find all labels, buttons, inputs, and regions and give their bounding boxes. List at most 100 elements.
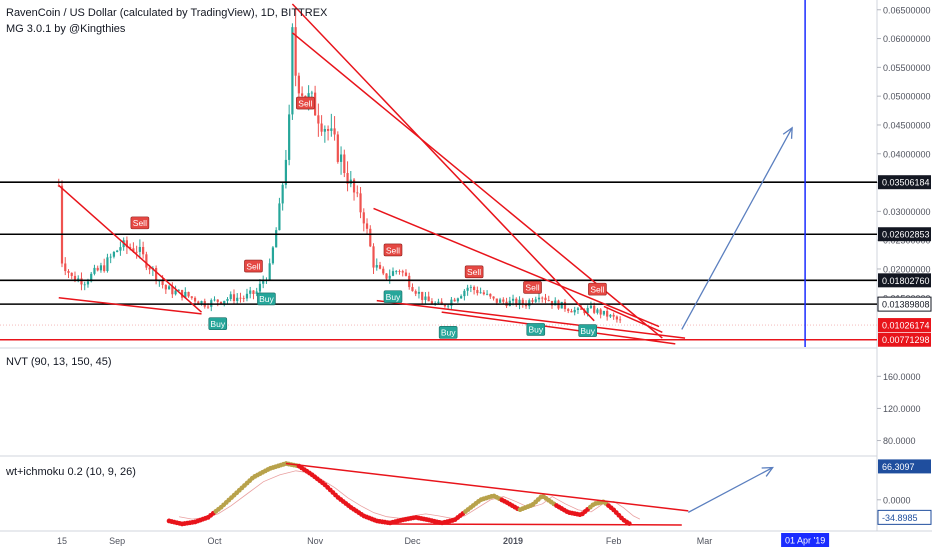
candle-body [524,303,528,307]
price-projection-arrow-head [782,126,793,139]
buy-signal-badge [578,324,597,337]
wt-ichimoku-line [179,470,641,520]
candle-body [567,309,570,312]
level-label-text: 0.01802760 [882,276,930,286]
y-tick-label: 0.05000000 [883,92,931,102]
candle-body [67,271,70,273]
wt-price-label-text: 66.3097 [882,462,915,472]
levels-layer [0,181,877,341]
candle-body [213,299,216,301]
candle-body [96,267,99,271]
candles-layer [57,7,622,324]
buy-signal-badge [257,292,276,306]
wt-price-label-text: -34.8985 [882,513,918,523]
candle-body [125,240,128,248]
candle-body [333,128,336,135]
candle-body [411,287,414,292]
red-price-label-text: 0.01026174 [882,321,930,331]
candle-body [576,308,580,310]
date-label-text: 01 Apr '19 [785,536,825,546]
candle-body [485,293,489,295]
x-tick-label: Sep [109,536,125,546]
grid-layer [0,0,932,532]
price-trendline [376,299,686,339]
candle-body [534,299,537,302]
candle-body [382,268,385,274]
candle-body [336,134,339,162]
sell-signal-badge [464,265,484,279]
candle-body [310,92,313,94]
candle-body [232,294,236,302]
candle-body [245,293,249,299]
candle-body [612,314,615,317]
candle-body [352,179,356,193]
candle-body [515,298,518,306]
x-tick-label: 15 [57,536,67,546]
level-label-box [877,296,932,312]
candle-body [359,193,362,213]
candle-body [388,275,391,279]
sell-signal-badge [130,216,150,230]
candle-body [86,281,90,285]
candle-body [398,271,401,272]
nvt-pane-label: NVT (90, 13, 150, 45) [6,356,112,368]
candle-body [502,299,505,302]
candle-body [580,308,583,310]
signal-label: Sell [298,98,312,108]
candle-body [197,301,200,304]
candle-body [498,299,502,303]
candle-body [281,184,284,204]
candle-body [473,286,476,291]
candle-body [511,298,515,301]
x-tick-label: Dec [404,536,421,546]
price-trendline [58,297,202,315]
level-label-box [878,175,931,190]
candle-body [346,172,349,184]
candle-body [531,300,534,302]
candle-body [482,292,485,295]
candle-body [119,247,122,251]
wt-price-label-box [878,459,931,474]
candle-body [174,290,177,295]
candle-body [550,300,554,306]
price-trendline [291,3,595,322]
candle-body [378,265,382,269]
candle-body [271,247,275,264]
price-trendline [441,311,676,345]
signal-label: Buy [580,326,595,336]
candle-body [541,297,544,299]
candle-body [385,273,388,279]
candle-body [109,256,112,258]
sell-signal-badge [523,281,542,294]
candle-body [453,299,456,302]
x-tick-label: Mar [697,536,713,546]
candle-body [427,296,430,302]
candle-body [537,297,541,300]
candle-body [239,297,242,299]
candle-body [180,289,184,298]
red-price-label-text: 0.00771298 [882,335,930,345]
x-tick-label: Nov [307,536,324,546]
wt-layer [166,461,774,527]
candle-body [619,319,622,321]
candle-body [73,275,77,282]
candle-body [463,290,466,297]
signal-label: Sell [133,218,147,228]
candle-body [408,275,411,288]
candle-body [275,230,278,248]
candle-body [317,115,320,124]
candle-body [570,311,573,313]
candle-body [320,123,323,132]
candle-body [242,298,245,299]
sell-signal-badge [244,259,263,273]
candle-body [64,263,67,272]
candle-body [456,298,459,302]
candle-body [372,246,375,268]
candle-body [268,263,271,280]
candle-body [106,257,109,272]
candle-body [83,284,86,286]
candle-body [297,75,300,94]
nvt-y-tick-label: 120.0000 [883,404,921,414]
